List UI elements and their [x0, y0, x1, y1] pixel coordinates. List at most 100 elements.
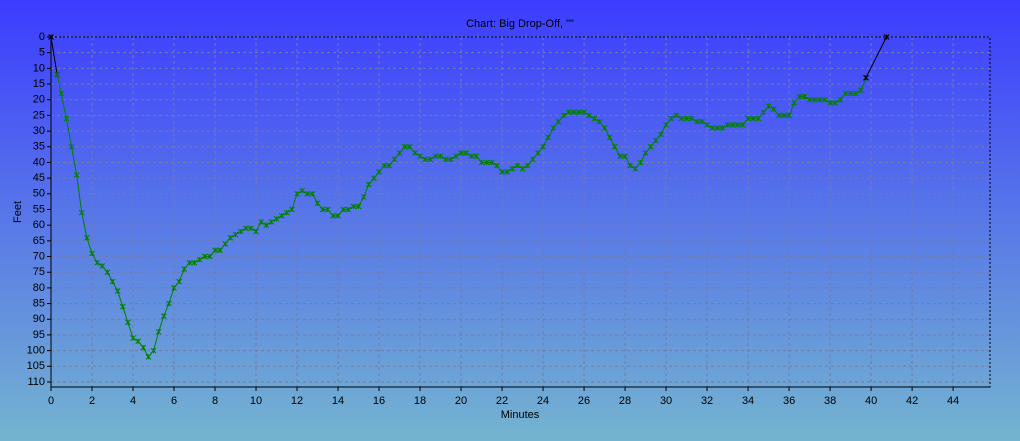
point-marker: [350, 203, 357, 210]
point-marker: [196, 256, 203, 263]
point-marker: [483, 159, 490, 166]
point-marker: [822, 96, 828, 103]
point-marker: [140, 344, 147, 351]
y-tick-label: 5: [39, 47, 45, 59]
point-marker: [601, 125, 608, 131]
x-tick-label: 44: [947, 395, 959, 407]
point-marker: [365, 181, 372, 188]
point-marker: [381, 162, 388, 169]
point-marker: [673, 112, 680, 119]
point-marker: [253, 228, 259, 235]
point-marker: [535, 150, 541, 156]
point-marker: [740, 121, 746, 128]
point-marker: [437, 153, 444, 160]
y-tick-label: 45: [33, 172, 45, 184]
point-marker: [263, 222, 270, 229]
point-marker: [330, 212, 336, 219]
y-tick-label: 60: [33, 219, 45, 231]
point-marker: [268, 219, 275, 225]
point-marker: [468, 153, 475, 160]
point-marker: [734, 121, 741, 128]
y-tick-label: 70: [33, 250, 45, 262]
point-marker: [345, 206, 352, 213]
point-marker: [509, 165, 516, 172]
point-marker: [360, 194, 367, 200]
x-tick-label: 36: [783, 395, 795, 407]
point-marker: [678, 115, 685, 122]
x-tick-label: 20: [455, 395, 467, 407]
point-marker: [58, 90, 65, 97]
point-marker: [299, 187, 306, 194]
point-marker: [709, 125, 716, 131]
point-marker: [668, 115, 675, 122]
point-marker: [581, 109, 587, 116]
point-marker: [883, 34, 890, 40]
point-marker: [606, 134, 613, 141]
point-marker: [453, 153, 459, 160]
point-marker: [217, 247, 223, 254]
x-tick-label: 40: [865, 395, 877, 407]
x-tick-label: 2: [89, 395, 95, 407]
x-tick-label: 24: [537, 395, 549, 407]
point-marker: [130, 335, 136, 341]
point-marker: [617, 153, 623, 160]
point-marker: [319, 206, 326, 213]
point-marker: [207, 253, 213, 260]
point-marker: [791, 100, 798, 106]
point-marker: [863, 74, 869, 81]
x-tick-label: 38: [824, 395, 836, 407]
x-tick-label: 32: [701, 395, 713, 407]
point-marker: [89, 250, 95, 257]
point-marker: [417, 153, 423, 160]
point-marker: [765, 103, 772, 109]
point-marker: [406, 143, 413, 150]
y-tick-label: 95: [33, 329, 45, 341]
point-marker: [745, 115, 751, 122]
point-marker: [427, 156, 434, 163]
point-marker: [314, 200, 321, 207]
point-marker: [432, 153, 439, 160]
point-marker: [801, 93, 808, 100]
point-marker: [652, 137, 659, 144]
y-tick-label: 75: [33, 266, 45, 278]
y-tick-label: 30: [33, 125, 45, 137]
y-tick-label: 110: [27, 376, 45, 388]
plot-frame: [50, 36, 991, 388]
point-marker: [289, 206, 295, 213]
point-marker: [73, 172, 80, 178]
point-marker: [463, 150, 470, 156]
point-marker: [724, 121, 731, 128]
y-tick-label: 105: [27, 360, 45, 372]
point-marker: [693, 118, 700, 125]
y-tick-label: 90: [33, 313, 45, 325]
x-tick-label: 26: [578, 395, 590, 407]
point-marker: [478, 159, 485, 166]
line: [865, 36, 887, 78]
point-marker: [540, 143, 546, 150]
point-marker: [222, 241, 229, 247]
point-marker: [442, 156, 449, 163]
point-marker: [396, 150, 403, 156]
point-marker: [637, 159, 644, 166]
point-marker: [642, 150, 649, 156]
point-marker: [119, 303, 126, 310]
y-tick-label: 35: [33, 141, 45, 153]
point-marker: [699, 118, 705, 125]
point-marker: [171, 285, 177, 291]
point-marker: [627, 162, 634, 169]
point-marker: [447, 156, 454, 163]
x-tick-label: 42: [906, 395, 918, 407]
point-marker: [63, 115, 70, 122]
point-marker: [796, 93, 803, 100]
point-marker: [340, 206, 347, 213]
point-marker: [166, 300, 172, 307]
point-marker: [376, 169, 382, 175]
point-marker: [258, 219, 265, 225]
y-tick-label: 0: [39, 31, 45, 43]
point-marker: [750, 115, 757, 122]
point-marker: [99, 263, 106, 269]
point-marker: [529, 156, 536, 163]
point-marker: [242, 225, 249, 232]
point-marker: [647, 143, 654, 150]
point-marker: [48, 34, 54, 40]
